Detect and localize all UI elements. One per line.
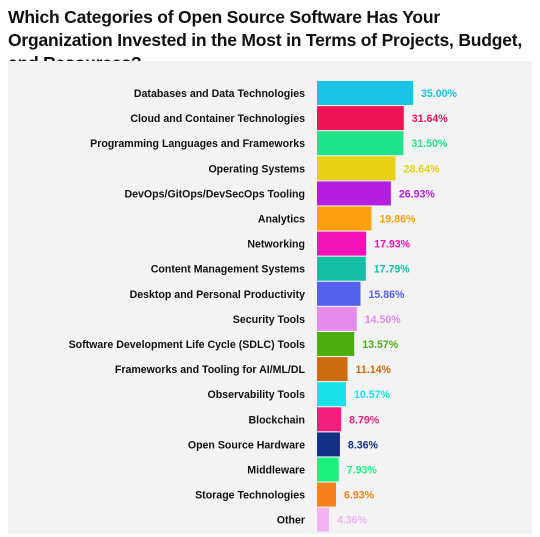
bar xyxy=(317,131,404,156)
category-label: Operating Systems xyxy=(208,163,305,175)
bar xyxy=(317,432,340,457)
bar xyxy=(317,156,396,181)
chart-plot-area: Databases and Data Technologies 35.00% Clo… xyxy=(8,61,532,534)
bar xyxy=(317,181,391,206)
value-label: 6.93% xyxy=(344,490,375,502)
bar xyxy=(317,357,348,382)
value-label: 8.36% xyxy=(348,439,379,451)
bar xyxy=(317,106,404,131)
value-label: 14.50% xyxy=(365,314,402,326)
value-label: 15.86% xyxy=(369,289,406,301)
value-label: 4.36% xyxy=(337,515,368,527)
category-label: Other xyxy=(277,515,305,527)
bar xyxy=(317,407,342,432)
bar xyxy=(317,457,339,482)
category-label: Blockchain xyxy=(248,414,305,426)
value-label: 17.79% xyxy=(374,264,411,276)
value-label: 7.93% xyxy=(347,465,378,477)
bar xyxy=(317,482,337,507)
bar xyxy=(317,231,367,256)
category-label: Programming Languages and Frameworks xyxy=(90,138,305,150)
category-label: Storage Technologies xyxy=(195,490,305,502)
category-label: Databases and Data Technologies xyxy=(134,88,305,100)
category-label: Frameworks and Tooling for AI/ML/DL xyxy=(115,364,306,376)
category-label: Analytics xyxy=(258,214,305,226)
bar xyxy=(317,382,346,407)
value-label: 11.14% xyxy=(356,364,392,376)
category-label: Networking xyxy=(247,239,305,251)
value-label: 31.64% xyxy=(412,113,449,125)
value-label: 13.57% xyxy=(362,339,399,351)
bar xyxy=(317,256,366,281)
bar xyxy=(317,306,357,331)
value-label: 26.93% xyxy=(399,188,436,200)
category-label: Cloud and Container Technologies xyxy=(130,113,305,125)
value-label: 19.86% xyxy=(379,214,416,226)
value-label: 17.93% xyxy=(374,239,411,251)
category-label: Security Tools xyxy=(233,314,305,326)
category-label: Content Management Systems xyxy=(151,264,305,276)
value-label: 35.00% xyxy=(421,88,458,100)
value-label: 28.64% xyxy=(404,163,441,175)
category-label: Desktop and Personal Productivity xyxy=(130,289,306,301)
bar-chart: Databases and Data Technologies 35.00% Clo… xyxy=(69,81,458,532)
bar xyxy=(317,507,329,532)
value-label: 8.79% xyxy=(349,414,380,426)
value-label: 10.57% xyxy=(354,389,391,401)
category-label: DevOps/GitOps/DevSecOps Tooling xyxy=(124,188,305,200)
category-label: Open Source Hardware xyxy=(188,439,305,451)
bar xyxy=(317,81,413,105)
category-label: Software Development Life Cycle (SDLC) T… xyxy=(69,339,306,351)
category-label: Middleware xyxy=(247,465,305,477)
bar xyxy=(317,332,355,356)
value-label: 31.50% xyxy=(411,138,448,150)
category-label: Observability Tools xyxy=(207,389,305,401)
bar xyxy=(317,281,361,306)
bar xyxy=(317,206,372,231)
